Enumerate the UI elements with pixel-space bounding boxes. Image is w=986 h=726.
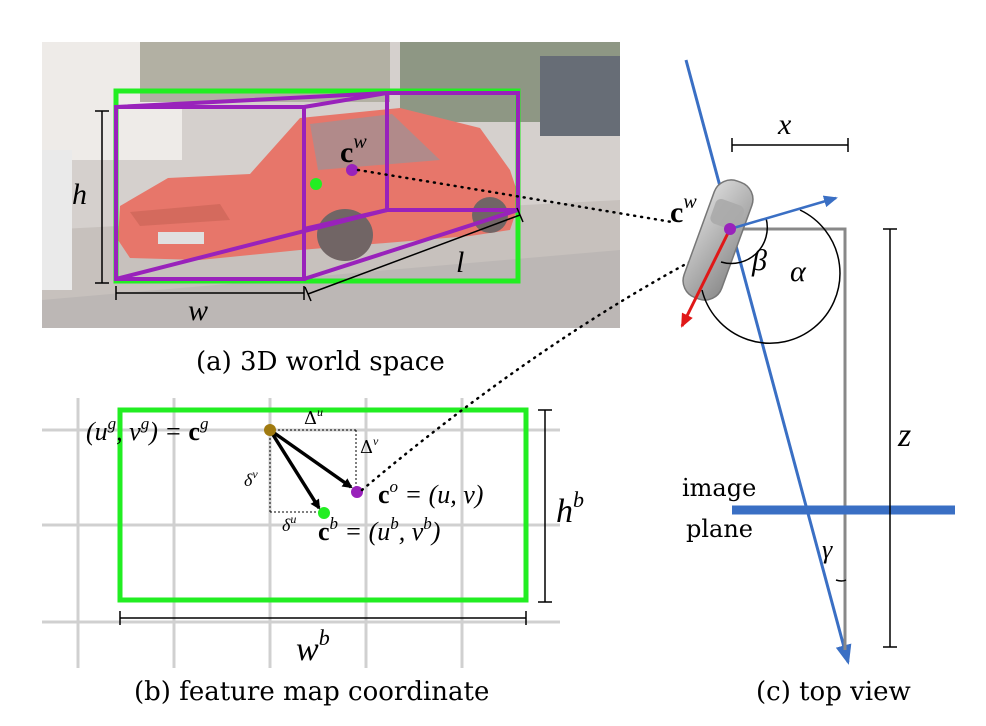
feature-height-label: hb bbox=[556, 487, 584, 530]
3d-center-label: cw bbox=[340, 131, 367, 169]
3d-bounding-box bbox=[114, 91, 520, 281]
image-plane-label-line1: image bbox=[682, 474, 756, 502]
delta-u-cap-label: Δu bbox=[304, 405, 323, 429]
caption-b: (b) feature map coordinate bbox=[134, 677, 489, 707]
top-view-center-point bbox=[724, 223, 736, 235]
gamma-label: γ bbox=[822, 535, 833, 564]
panel-b: (ug, vg) = cg Δu Δv δv δu co = (u, v) cb… bbox=[42, 398, 584, 707]
image-plane-label-line2: plane bbox=[686, 515, 753, 543]
z-label: z bbox=[897, 417, 911, 454]
alpha-label: α bbox=[790, 255, 807, 288]
width-label: w bbox=[188, 294, 208, 327]
object-center-point bbox=[351, 486, 363, 498]
height-dimension bbox=[95, 110, 109, 284]
delta-v-small-label: δv bbox=[244, 467, 258, 490]
car-top-view-icon bbox=[682, 179, 754, 301]
x-dimension bbox=[731, 138, 849, 152]
local-orientation-arrow bbox=[680, 228, 732, 328]
feature-height-dimension bbox=[538, 409, 552, 603]
length-label: l bbox=[456, 246, 464, 279]
heading-arrow bbox=[729, 195, 838, 231]
box-center-label: cb = (ub, vb) bbox=[318, 514, 440, 546]
offset-dotted-box bbox=[269, 429, 357, 513]
length-dimension bbox=[304, 207, 524, 302]
delta-u-small-label: δu bbox=[282, 512, 296, 535]
width-dimension bbox=[115, 286, 305, 300]
projection-lines bbox=[356, 168, 714, 492]
object-center-label: co = (u, v) bbox=[378, 477, 483, 509]
3d-center-point bbox=[346, 164, 358, 176]
gamma-arc bbox=[835, 579, 847, 582]
caption-c: (c) top view bbox=[756, 677, 911, 707]
arrow-to-object-center bbox=[268, 428, 353, 489]
feature-map-box bbox=[117, 407, 529, 603]
camera-ray bbox=[684, 59, 852, 665]
feature-width-dimension bbox=[119, 611, 527, 625]
x-label: x bbox=[777, 108, 792, 141]
arrow-to-box-center bbox=[268, 429, 321, 510]
beta-label: β bbox=[751, 244, 767, 277]
panel-c: x z cw β α γ image plane (c) top view bbox=[670, 59, 955, 707]
2d-box-center-point bbox=[310, 178, 322, 190]
z-dimension bbox=[883, 228, 897, 648]
grid-point-label: (ug, vg) = cg bbox=[86, 414, 208, 446]
delta-v-cap-label: Δv bbox=[360, 434, 379, 458]
panel-a: h w l cw (a) 3D world space bbox=[42, 42, 620, 377]
top-view-center-label: cw bbox=[670, 191, 697, 229]
feature-width-label: wb bbox=[296, 625, 330, 668]
beta-arc bbox=[720, 217, 769, 265]
grid-point bbox=[264, 424, 276, 436]
caption-a: (a) 3D world space bbox=[196, 347, 445, 377]
alpha-arc bbox=[701, 209, 841, 344]
feature-grid bbox=[42, 398, 560, 668]
height-label: h bbox=[72, 178, 87, 211]
box-center-point bbox=[318, 507, 330, 519]
